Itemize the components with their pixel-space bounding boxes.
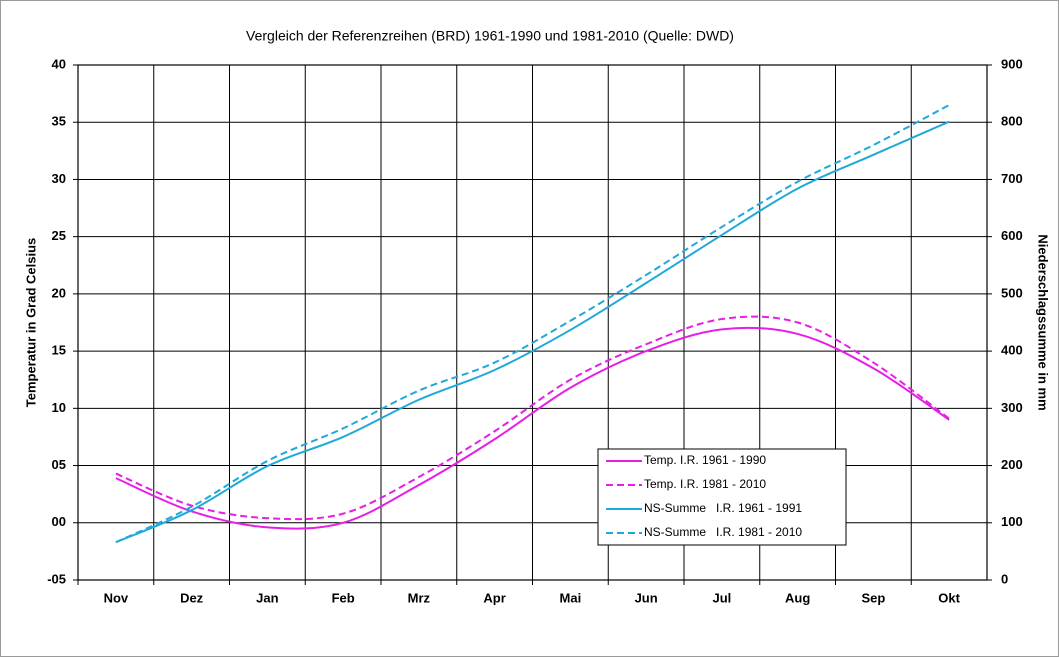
- y-tick-label: 40: [52, 56, 66, 71]
- x-tick-label: Dez: [180, 590, 204, 605]
- x-tick-label: Jan: [256, 590, 278, 605]
- y2-tick-label: 0: [1001, 571, 1008, 586]
- legend-label: NS-Summe I.R. 1961 - 1991: [644, 501, 802, 515]
- x-tick-label: Mrz: [408, 590, 431, 605]
- x-tick-label: Mai: [560, 590, 582, 605]
- series-line: [115, 326, 950, 530]
- y2-tick-label: 800: [1001, 114, 1023, 129]
- legend-label: NS-Summe I.R. 1981 - 2010: [644, 525, 802, 539]
- y2-tick-label: 600: [1001, 228, 1023, 243]
- series-line: [115, 315, 950, 521]
- series-line: [115, 120, 950, 544]
- series-line: [115, 104, 950, 544]
- y2-tick-label: 100: [1001, 514, 1023, 529]
- y2-tick-label: 400: [1001, 343, 1023, 358]
- y-tick-label: 25: [52, 228, 66, 243]
- y2-tick-label: 500: [1001, 285, 1023, 300]
- y-tick-label: -05: [47, 571, 66, 586]
- y2-tick-label: 700: [1001, 171, 1023, 186]
- x-tick-label: Jun: [635, 590, 658, 605]
- y-tick-label: 15: [52, 343, 66, 358]
- y-tick-label: 20: [52, 285, 66, 300]
- y-axis-title: Temperatur in Grad Celsius: [23, 238, 38, 408]
- y2-tick-label: 300: [1001, 400, 1023, 415]
- y2-tick-label: 200: [1001, 457, 1023, 472]
- y-tick-label: 00: [52, 514, 66, 529]
- x-tick-label: Jul: [712, 590, 731, 605]
- y2-tick-label: 900: [1001, 56, 1023, 71]
- y-tick-label: 35: [52, 114, 66, 129]
- x-tick-label: Aug: [785, 590, 810, 605]
- chart-title: Vergleich der Referenzreihen (BRD) 1961-…: [246, 28, 734, 44]
- x-tick-label: Feb: [332, 590, 355, 605]
- x-tick-label: Apr: [483, 590, 505, 605]
- y-tick-label: 30: [52, 171, 66, 186]
- x-tick-label: Okt: [938, 590, 960, 605]
- y-tick-label: 10: [52, 400, 66, 415]
- y-tick-label: 05: [52, 457, 66, 472]
- x-tick-label: Nov: [104, 590, 129, 605]
- legend-label: Temp. I.R. 1961 - 1990: [644, 453, 766, 467]
- legend-label: Temp. I.R. 1981 - 2010: [644, 477, 766, 491]
- legend-box: [597, 448, 847, 546]
- y2-axis-title: Niederschlagssumme in mm: [1036, 234, 1051, 410]
- x-tick-label: Sep: [861, 590, 885, 605]
